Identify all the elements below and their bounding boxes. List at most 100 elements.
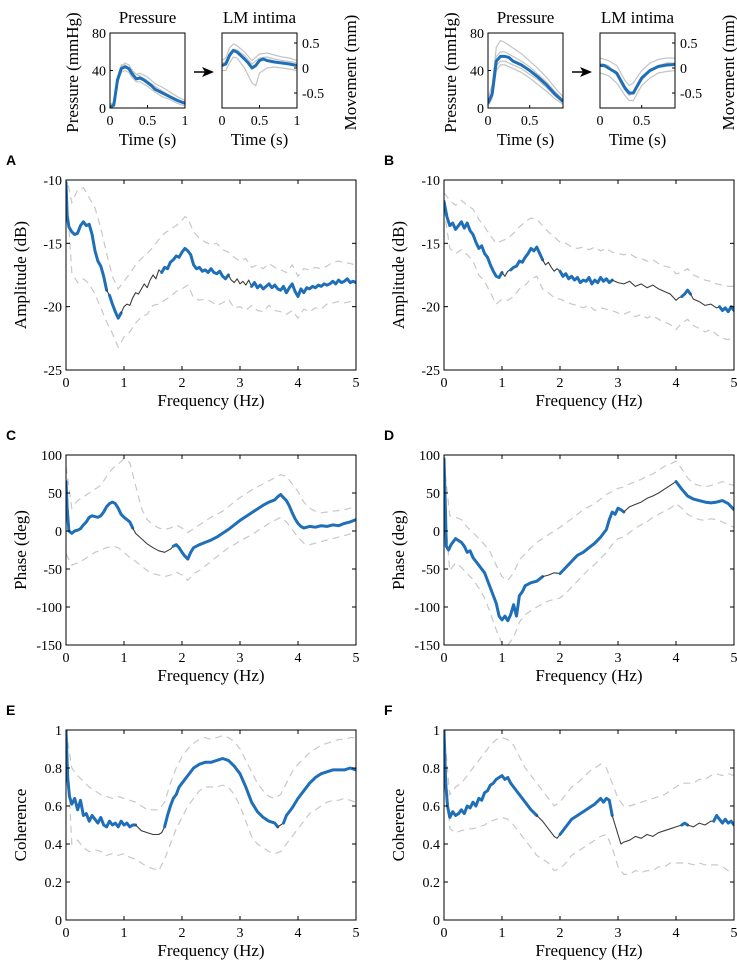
x-axis-label: Frequency (Hz) <box>157 941 264 960</box>
panel-e-mean-segment <box>282 766 356 825</box>
panel-c-axes <box>65 454 357 646</box>
panel-f-mean-segment <box>712 814 734 827</box>
y-tick-label: 0 <box>302 62 309 77</box>
x-tick-label: 0 <box>441 651 448 666</box>
x-tick-label: 4 <box>673 376 680 391</box>
panel-b-mean-segment <box>501 269 512 277</box>
x-tick-label: 4 <box>295 926 302 941</box>
panel-a-mean-segment <box>66 181 109 292</box>
panel-b-mean-segment <box>558 269 614 286</box>
panel-f-mean-segment <box>558 796 614 836</box>
panel-letter: F <box>384 702 393 718</box>
y-tick-label: 1 <box>55 724 62 739</box>
panel-c-mean-segment <box>171 493 356 561</box>
panel-c-mean-segment <box>132 527 174 553</box>
y-tick-label: 0 <box>55 525 62 540</box>
x-tick-label: 1 <box>121 376 128 391</box>
panel-e-mean-segment <box>163 757 280 829</box>
panel-d-mean-segment <box>558 506 626 576</box>
y-tick-label: 0.8 <box>45 762 63 777</box>
panel-d-axes <box>443 454 735 646</box>
panel-e-mean-segment <box>66 730 138 829</box>
panel-b-mean-segment <box>444 200 504 279</box>
y-tick-label: -150 <box>414 639 440 654</box>
x-tick-label: 0.5 <box>251 114 269 129</box>
mean-trace <box>110 65 185 108</box>
x-tick-label: 1 <box>182 114 189 129</box>
x-tick-label: 2 <box>557 376 564 391</box>
panel-b-mean-segment <box>689 293 721 309</box>
x-tick-label: 3 <box>237 376 244 391</box>
y-tick-label: 0 <box>433 914 440 929</box>
x-tick-label: 0 <box>441 376 448 391</box>
y-tick-label: -25 <box>43 364 62 379</box>
panel-a-mean-segment <box>108 293 123 320</box>
panel-letter: B <box>384 152 394 168</box>
x-tick-label: 2 <box>179 376 186 391</box>
frequency-response-panels: 0 1 2 3 4 5 -10 -15 -20 -25 Frequency (Hz) Amplitud… <box>6 152 737 960</box>
y-tick-label: -20 <box>43 301 62 316</box>
y-tick-label: -25 <box>421 364 440 379</box>
y-tick-label: 80 <box>92 27 106 42</box>
y-tick-label: 0 <box>433 525 440 540</box>
panel-f-mean-segment <box>536 814 561 839</box>
y-tick-label: 40 <box>470 65 484 80</box>
x-tick-label: 3 <box>615 926 622 941</box>
individual-trace <box>600 69 675 102</box>
inset-axes <box>599 32 676 109</box>
panel-b-mean-segment <box>509 245 545 272</box>
x-tick-label: 5 <box>731 376 737 391</box>
x-tick-label: 5 <box>731 651 737 666</box>
x-tick-label: 1 <box>121 651 128 666</box>
y-tick-label: 50 <box>48 487 62 502</box>
panel-f-mean-segment <box>611 814 683 845</box>
x-axis-label: Frequency (Hz) <box>535 941 642 960</box>
y-tick-label: 50 <box>426 487 440 502</box>
panel-a-mean-segment <box>120 269 163 314</box>
y-tick-label: -15 <box>43 237 62 252</box>
x-tick-label: 2 <box>557 926 564 941</box>
panel-b: 0 1 2 3 4 5 -10 -15 -20 -25 Frequency (Hz) Amplitud… <box>384 152 737 410</box>
panel-d-lower-bound <box>444 500 734 645</box>
panel-b-axes <box>443 179 735 371</box>
x-tick-label: 0 <box>63 376 70 391</box>
x-tick-label: 4 <box>295 376 302 391</box>
x-tick-label: 0.5 <box>139 114 157 129</box>
y-axis-label: Pressure (mmHg) <box>63 12 82 132</box>
x-tick-label: 5 <box>353 926 360 941</box>
x-tick-label: 0 <box>63 651 70 666</box>
panel-c-upper-bound <box>66 458 356 534</box>
y-tick-label: 0.2 <box>423 876 441 891</box>
panel-d-mean-segment <box>623 481 677 513</box>
x-tick-label: 0.5 <box>633 114 651 129</box>
y-axis-label: Amplitude (dB) <box>11 221 30 329</box>
y-tick-label: 0.5 <box>302 37 320 52</box>
inset-title: LM intima <box>601 8 675 27</box>
y-tick-label: -150 <box>36 639 62 654</box>
panel-letter: D <box>384 427 394 443</box>
y-tick-label: 0 <box>55 914 62 929</box>
inset-title: LM intima <box>223 8 297 27</box>
x-axis-label: Frequency (Hz) <box>535 391 642 410</box>
panel-c-mean-segment <box>66 480 135 535</box>
x-tick-label: 0 <box>107 114 114 129</box>
y-tick-label: 0 <box>680 62 687 77</box>
individual-trace <box>110 69 185 108</box>
x-axis-label: Time (s) <box>119 130 176 149</box>
y-tick-label: 0.8 <box>423 762 441 777</box>
y-axis-label: Amplitude (dB) <box>389 221 408 329</box>
panel-a-mean-segment <box>160 246 230 281</box>
y-tick-label: -0.5 <box>680 87 702 102</box>
y-axis-label: Coherence <box>389 789 408 862</box>
x-tick-label: 1 <box>294 114 301 129</box>
x-tick-label: 1 <box>499 651 506 666</box>
panel-f: 0 1 2 3 4 5 1 0.8 0.6 0.4 0.2 0 Frequency (Hz) Cohere… <box>384 702 737 960</box>
panel-d-mean-segment <box>674 480 734 512</box>
x-tick-label: 2 <box>557 651 564 666</box>
panel-f-upper-bound <box>444 730 734 807</box>
panel-f-mean-segment <box>444 730 539 819</box>
panel-d: 0 1 2 3 4 5 100 50 0 -50 -100 -150 Frequency (Hz) Pha… <box>384 427 737 685</box>
panel-b-mean-segment <box>718 305 734 314</box>
y-tick-label: -20 <box>421 301 440 316</box>
mean-trace <box>600 63 675 95</box>
